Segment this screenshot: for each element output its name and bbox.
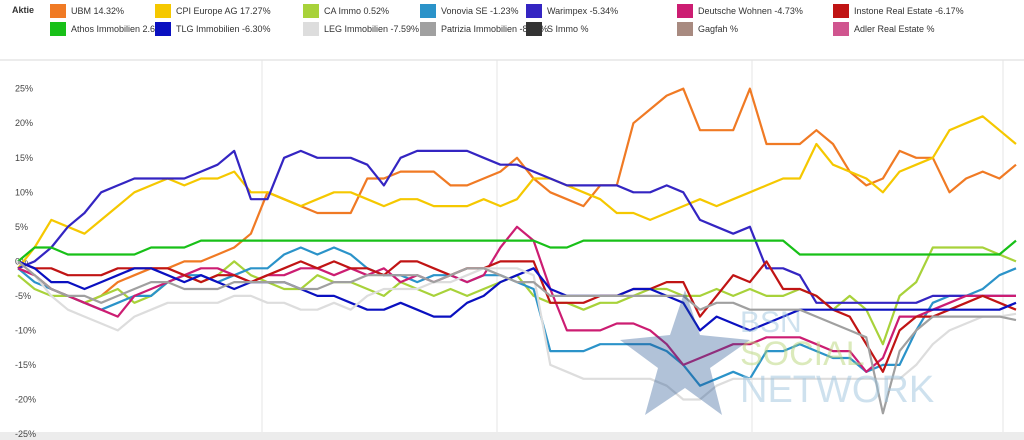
legend-label: LEG Immobilien -7.59% (324, 24, 420, 34)
legend: Aktie UBM 14.32% CPI Europe AG 17.27% CA I… (0, 0, 1024, 60)
y-tick-label: 10% (15, 187, 33, 197)
y-tick-label: 5% (15, 222, 28, 232)
series-line-patrizia-immobilien[interactable] (17, 260, 1017, 415)
legend-label: UBM 14.32% (71, 6, 125, 16)
legend-change: -5.34% (589, 6, 619, 16)
legend-change: 14.32% (93, 6, 125, 16)
series-line-instone-real-estate[interactable] (17, 260, 1017, 373)
legend-label: TLG Immobilien -6.30% (176, 24, 271, 34)
series-line-tlg-immobilien[interactable] (17, 260, 1017, 332)
legend-swatch (155, 4, 171, 18)
legend-swatch (677, 4, 693, 18)
legend-change: -6.30% (242, 24, 271, 34)
legend-label: Adler Real Estate % (854, 24, 935, 34)
legend-change: -4.73% (774, 6, 803, 16)
legend-change: 0.52% (363, 6, 390, 16)
legend-change: 17.27% (240, 6, 271, 16)
legend-label: Vonovia SE -1.23% (441, 6, 519, 16)
series-line-leg-immobilien[interactable] (17, 260, 1017, 401)
legend-swatch (50, 22, 66, 36)
legend-label: Athos Immobilien 2.67% (71, 24, 168, 34)
y-tick-label: 25% (15, 84, 33, 94)
legend-title: Aktie (12, 5, 35, 15)
legend-swatch (303, 22, 319, 36)
legend-swatch (526, 4, 542, 18)
legend-label: CPI Europe AG 17.27% (176, 6, 271, 16)
line-chart: 25% 20% 15% 10% 5% 0% -5% -10% -15% -20% -25% (0, 58, 1024, 440)
y-tick-label: -15% (15, 360, 36, 370)
legend-swatch (833, 22, 849, 36)
legend-swatch (677, 22, 693, 36)
legend-label: Gagfah % (698, 24, 739, 34)
legend-label: Deutsche Wohnen -4.73% (698, 6, 803, 16)
legend-change: % (730, 24, 739, 34)
series-line-warimpex[interactable] (17, 149, 1016, 304)
legend-label: Instone Real Estate -6.17% (854, 6, 964, 16)
y-tick-label: 15% (15, 153, 33, 163)
legend-change: -6.17% (935, 6, 964, 16)
y-tick-label: 0% (15, 256, 28, 266)
series-line-athos-immobilien[interactable] (17, 239, 1017, 263)
legend-label: Warimpex -5.34% (547, 6, 619, 16)
legend-swatch (526, 22, 542, 36)
legend-swatch (833, 4, 849, 18)
y-tick-label: -20% (15, 394, 36, 404)
legend-swatch (303, 4, 319, 18)
legend-change: % (580, 24, 589, 34)
legend-change: -1.23% (490, 6, 519, 16)
scrollbar-track[interactable] (0, 432, 1024, 440)
y-tick-label: 20% (15, 118, 33, 128)
chart-background (0, 58, 1024, 440)
y-tick-label: -10% (15, 325, 36, 335)
y-tick-label: -25% (15, 429, 36, 439)
legend-swatch (420, 4, 436, 18)
legend-label: S Immo % (547, 24, 589, 34)
legend-change: -7.59% (390, 24, 420, 34)
y-tick-label: -5% (15, 291, 31, 301)
legend-swatch (155, 22, 171, 36)
legend-label: CA Immo 0.52% (324, 6, 390, 16)
legend-swatch (50, 4, 66, 18)
legend-change: % (926, 24, 935, 34)
legend-swatch (420, 22, 436, 36)
series-line-cpi-europe-ag[interactable] (17, 115, 1017, 269)
